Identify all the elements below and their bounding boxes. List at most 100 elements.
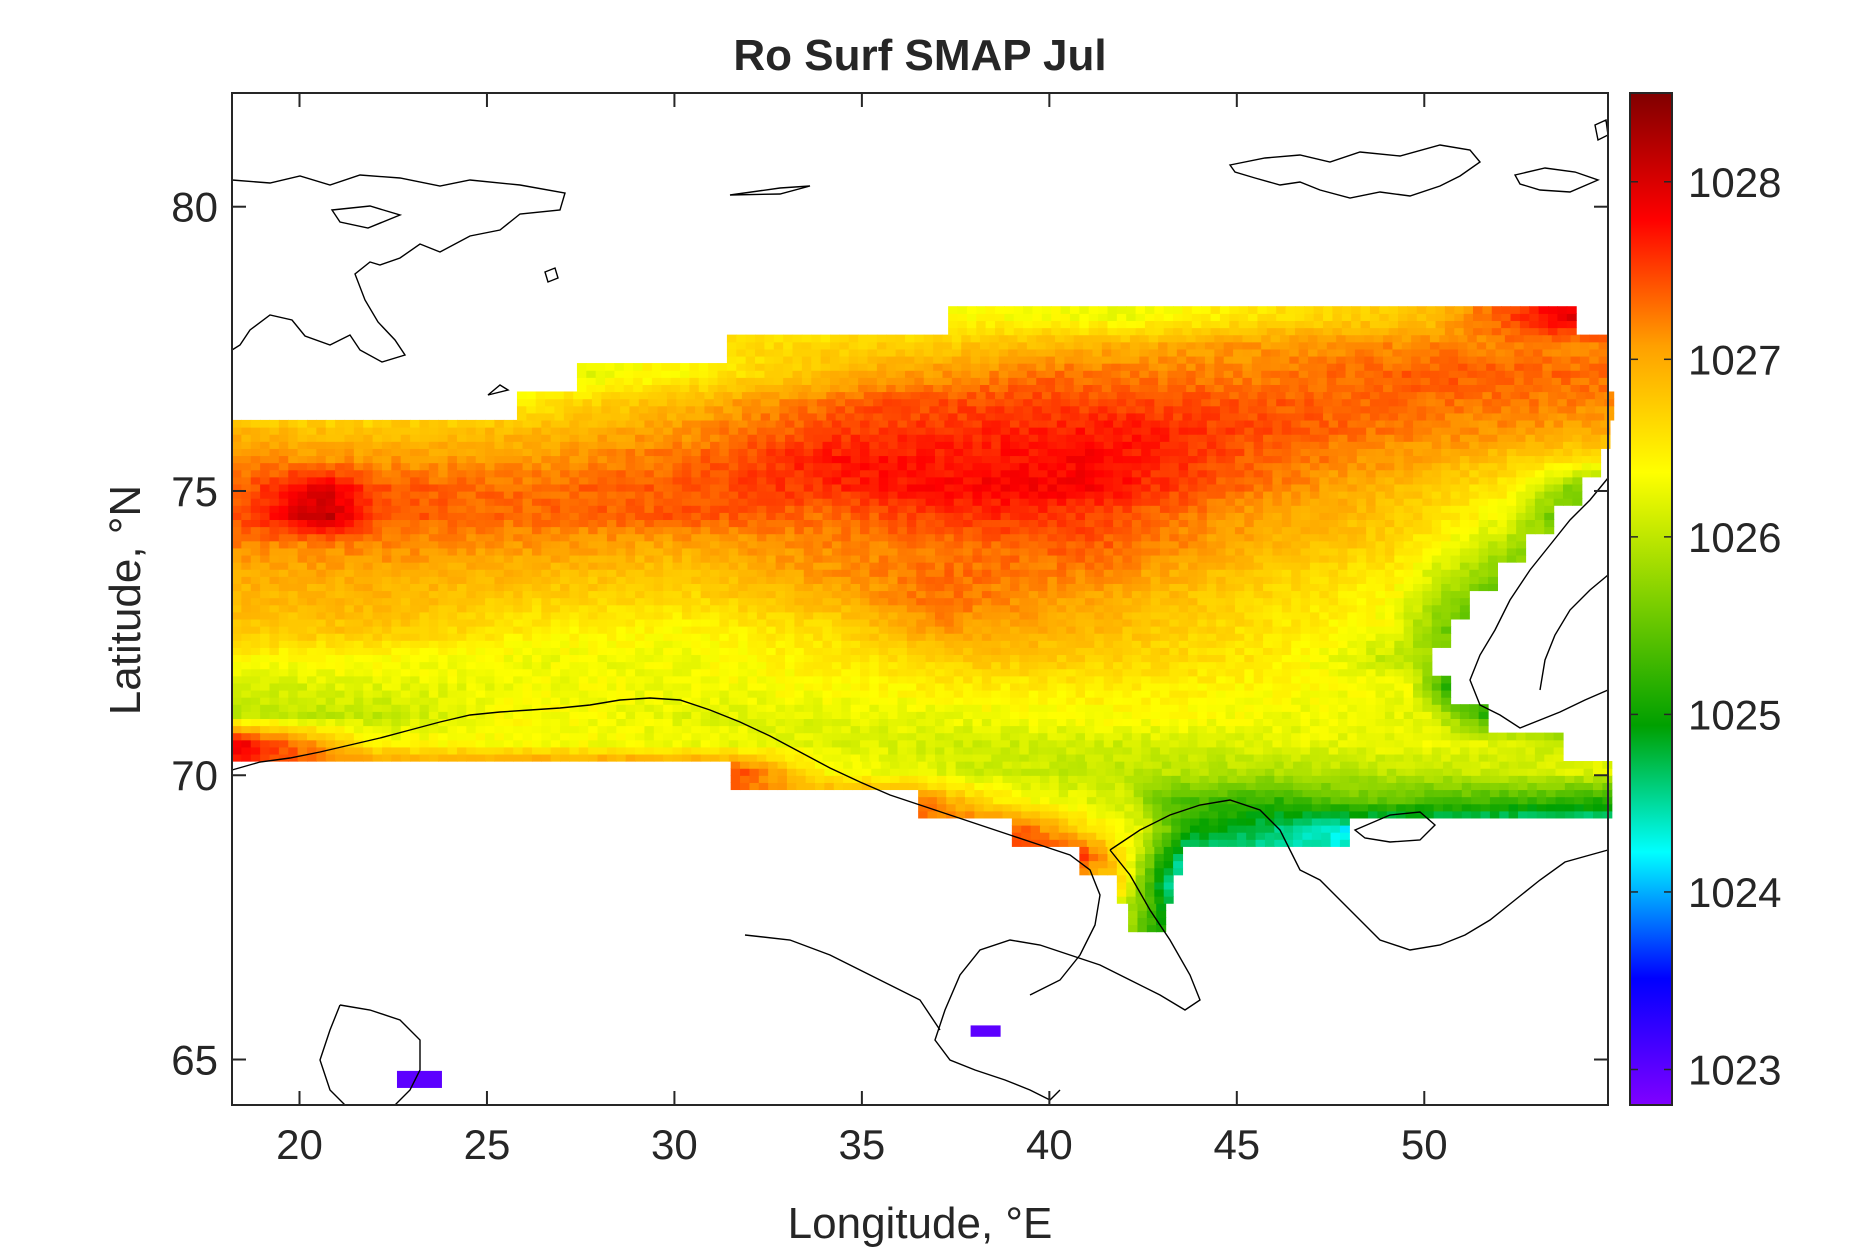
heatmap-cell	[1056, 739, 1067, 748]
heatmap-cell	[1366, 746, 1377, 755]
heatmap-cell	[1028, 732, 1039, 741]
heatmap-cell	[964, 768, 975, 776]
heatmap-cell	[935, 661, 945, 670]
heatmap-cell	[738, 547, 749, 556]
heatmap-cell	[288, 718, 299, 727]
heatmap-cell	[719, 576, 730, 584]
heatmap-cell	[1347, 732, 1358, 741]
heatmap-cell	[981, 576, 992, 584]
heatmap-cell	[888, 725, 899, 734]
heatmap-cell	[306, 576, 317, 584]
heatmap-cell	[550, 668, 561, 677]
heatmap-cell	[438, 739, 449, 748]
heatmap-cell	[1309, 682, 1320, 691]
heatmap-cell	[1414, 796, 1425, 805]
heatmap-cell	[456, 704, 467, 712]
heatmap-cell	[400, 697, 411, 705]
heatmap-cell	[841, 554, 852, 563]
heatmap-cell	[803, 576, 814, 584]
heatmap-cell	[1066, 704, 1077, 712]
heatmap-cell	[494, 689, 505, 698]
heatmap-cell	[738, 554, 749, 563]
heatmap-cell	[531, 725, 542, 734]
heatmap-cell	[1443, 761, 1453, 769]
heatmap-cell	[1272, 647, 1283, 656]
heatmap-cell	[316, 618, 327, 627]
heatmap-cell	[560, 554, 571, 563]
heatmap-cell	[794, 654, 805, 663]
heatmap-cell	[756, 640, 767, 648]
heatmap-cell	[569, 697, 580, 705]
heatmap-cell	[1338, 732, 1349, 741]
heatmap-cell	[786, 775, 797, 783]
heatmap-cell	[250, 633, 261, 641]
heatmap-cell	[719, 640, 730, 648]
heatmap-cell	[1375, 739, 1386, 748]
heatmap-cell	[813, 576, 824, 584]
heatmap-cell	[1159, 547, 1170, 556]
heatmap-cell	[860, 675, 870, 684]
heatmap-cell	[1518, 803, 1528, 812]
heatmap-cell	[372, 633, 383, 641]
heatmap-cell	[1422, 547, 1433, 556]
heatmap-cell	[747, 640, 758, 648]
heatmap-cell	[1283, 789, 1294, 798]
heatmap-cell	[606, 746, 617, 755]
heatmap-cell	[1263, 732, 1274, 741]
heatmap-cell	[1188, 732, 1199, 741]
heatmap-cell	[560, 732, 571, 741]
heatmap-cell	[775, 711, 786, 719]
heatmap-cell	[344, 689, 355, 698]
heatmap-cell	[1443, 796, 1453, 805]
heatmap-cell	[1441, 597, 1452, 606]
heatmap-cell	[269, 554, 280, 563]
heatmap-cell	[691, 689, 702, 698]
heatmap-cell	[531, 611, 542, 620]
heatmap-cell	[1506, 753, 1517, 762]
heatmap-cell	[738, 647, 749, 656]
heatmap-cell	[438, 562, 449, 570]
heatmap-cell	[588, 753, 599, 762]
heatmap-cell	[927, 768, 938, 776]
heatmap-cell	[588, 675, 599, 684]
heatmap-cell	[747, 718, 758, 727]
heatmap-cell	[953, 590, 964, 599]
heatmap-cell	[663, 654, 674, 663]
heatmap-cell	[1152, 810, 1163, 819]
heatmap-cell	[1150, 583, 1161, 592]
heatmap-cell	[1169, 569, 1180, 577]
heatmap-cell	[1291, 711, 1302, 719]
heatmap-cell	[635, 697, 646, 705]
heatmap-cell	[897, 647, 908, 656]
heatmap-cell	[1103, 562, 1114, 570]
heatmap-cell	[1178, 618, 1189, 627]
heatmap-cell	[522, 576, 533, 584]
heatmap-cell	[700, 647, 711, 656]
heatmap-cell	[925, 661, 936, 670]
heatmap-cell	[232, 675, 242, 684]
heatmap-cell	[531, 576, 542, 584]
heatmap-cell	[888, 675, 899, 684]
heatmap-cell	[269, 633, 280, 641]
heatmap-cell	[803, 611, 814, 620]
heatmap-cell	[1056, 689, 1067, 698]
heatmap-cell	[569, 647, 580, 656]
heatmap-cell	[1291, 689, 1302, 698]
heatmap-cell	[1206, 697, 1217, 705]
heatmap-cell	[730, 775, 741, 783]
heatmap-cell	[1056, 554, 1067, 563]
heatmap-cell	[250, 718, 261, 727]
heatmap-cell	[1178, 576, 1189, 584]
heatmap-cell	[1133, 810, 1144, 819]
heatmap-cell	[1141, 704, 1152, 712]
heatmap-cell	[831, 746, 842, 755]
heatmap-cell	[1461, 810, 1472, 819]
heatmap-cell	[850, 576, 861, 584]
heatmap-cell	[438, 604, 449, 613]
heatmap-cell	[616, 583, 627, 592]
heatmap-cell	[1218, 782, 1229, 791]
heatmap-cell	[316, 562, 327, 570]
heatmap-cell	[588, 718, 599, 727]
heatmap-cell	[1300, 647, 1311, 656]
heatmap-cell	[1028, 739, 1039, 748]
